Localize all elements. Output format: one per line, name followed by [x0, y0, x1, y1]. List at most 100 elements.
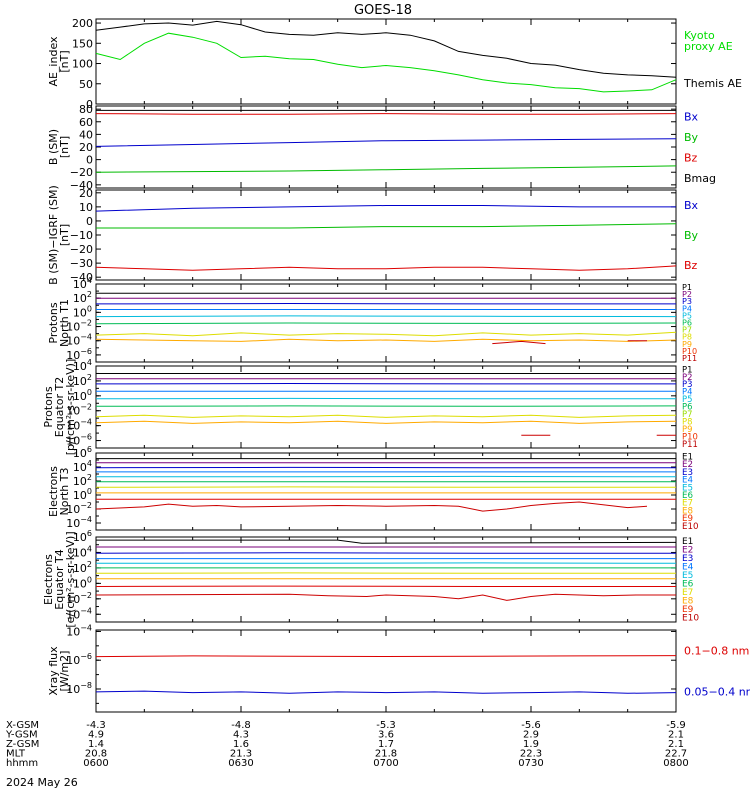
ytick-label-xray: 10−6: [66, 652, 92, 667]
ytick-label-ee: 100: [73, 575, 92, 590]
legend-xray: 0.05−0.4 nm: [684, 686, 750, 699]
ytick-label-en: 100: [73, 487, 92, 502]
ytick-label-ee: 106: [73, 529, 92, 544]
legend-pn: P8: [682, 332, 692, 342]
legend-pn: P1: [682, 282, 692, 292]
ytick-label-pn: 10−2: [66, 319, 92, 334]
ylabel-ae: AE_index: [47, 36, 60, 87]
legend-ee: E10: [682, 614, 699, 624]
ytick-label-bigrf: −30: [70, 257, 93, 270]
ytick-label-pe: 100: [73, 388, 92, 403]
ytick-label-ae: 100: [72, 58, 93, 71]
series-line-bigrf-Bz: [95, 265, 677, 271]
series-line-xray-0-1-0-8-nm: [95, 655, 677, 658]
xaxis-value: 4.3: [233, 730, 249, 741]
ylabel-bsm: [nT]: [58, 136, 71, 158]
series-line-bsm-By: [95, 165, 677, 173]
ylabel-pn: Protons: [47, 302, 60, 343]
xaxis-value: -5.9: [666, 720, 686, 731]
legend-pn: P2: [682, 289, 692, 299]
ytick-label-bigrf: −20: [70, 243, 93, 256]
legend-pe: P1: [682, 364, 692, 374]
ytick-label-bigrf: 20: [79, 187, 93, 200]
legend-pe: P6: [682, 402, 692, 412]
ytick-label-bigrf: −10: [70, 229, 93, 242]
legend-en: E8: [682, 506, 693, 516]
ylabel-en: Electrons: [47, 466, 60, 517]
legend-pe: P5: [682, 394, 692, 404]
ytick-label-pn: 102: [73, 290, 92, 305]
xaxis-value: 1.4: [88, 739, 104, 750]
ylabel-en: North T3: [58, 468, 71, 516]
xaxis-value: -5.6: [521, 720, 541, 731]
legend-bigrf: Bx: [684, 199, 699, 212]
legend-en: E4: [682, 476, 693, 486]
panel-frame-bigrf: [95, 189, 677, 281]
panel-frame-xray: [95, 629, 677, 713]
ytick-label-bsm: 60: [79, 116, 93, 129]
xaxis-row-label: MLT: [6, 749, 26, 760]
ytick-label-pn: 100: [73, 304, 92, 319]
panel-frame-bsm: [95, 105, 677, 189]
series-line-pn-P6: [95, 322, 677, 325]
ytick-label-ae: 200: [72, 17, 93, 30]
legend-en: E10: [682, 522, 699, 532]
series-line-bsm-Bx: [95, 138, 677, 147]
xaxis-value: -5.3: [376, 720, 396, 731]
legend-pn: P6: [682, 317, 692, 327]
legend-bsm: Bmag: [684, 172, 716, 185]
series-line-ee-E10: [95, 593, 676, 601]
xaxis-value: 2.1: [668, 739, 684, 750]
xaxis-row-label: Z-GSM: [6, 739, 39, 750]
ytick-label-en: 104: [73, 459, 92, 474]
ytick-label-pe: 10−4: [66, 418, 92, 433]
legend-en: E3: [682, 468, 693, 478]
ytick-label-ae: 50: [79, 78, 93, 91]
ytick-label-bsm: 20: [79, 141, 93, 154]
xaxis-value: 2.9: [523, 730, 539, 741]
ytick-label-bigrf: 0: [86, 215, 93, 228]
ylabel-bigrf: B (SM)−IGRF (SM): [47, 185, 60, 285]
legend-ee: E3: [682, 554, 693, 564]
legend-ee: E7: [682, 588, 693, 598]
legend-ee: E1: [682, 537, 693, 547]
ytick-label-en: 106: [73, 445, 92, 460]
ytick-label-ee: 10−4: [66, 606, 92, 621]
legend-ee: E9: [682, 605, 694, 615]
xaxis-row-label: Y-GSM: [5, 730, 38, 741]
ytick-label-xray: 10−8: [66, 681, 92, 696]
xaxis-value: 3.6: [378, 730, 394, 741]
ytick-label-pn: 104: [73, 276, 92, 291]
series-line-bsm-Bz: [95, 113, 677, 115]
date-label: 2024 May 26: [6, 776, 78, 789]
legend-pe: P11: [682, 439, 698, 449]
series-line-xray-0-05-0-4-nm: [95, 690, 677, 694]
xaxis-value: 0600: [83, 758, 108, 769]
xaxis-value: 22.3: [520, 749, 542, 760]
series-line-pn-P10: [492, 340, 546, 345]
ylabel-pe: Equator T2: [53, 377, 66, 437]
ytick-label-pn: 10−6: [66, 347, 92, 362]
ytick-label-bigrf: 10: [79, 201, 93, 214]
ylabel-ee: Equator T4: [53, 549, 66, 609]
legend-en: E1: [682, 453, 693, 463]
xaxis-value: 1.7: [378, 739, 394, 750]
xaxis-value: 1.6: [233, 739, 249, 750]
xaxis-value: 2.1: [668, 730, 684, 741]
series-line-pn-P7: [95, 331, 677, 337]
legend-ae: proxy AE: [684, 40, 733, 53]
legend-bsm: By: [684, 131, 699, 144]
xaxis-value: 21.8: [375, 749, 397, 760]
ytick-label-pe: 104: [73, 358, 92, 373]
legend-pe: P3: [682, 379, 692, 389]
series-line-en-E10: [95, 501, 648, 512]
legend-en: E5: [682, 483, 693, 493]
series-line-pn-P8: [95, 338, 677, 342]
xaxis-value: 0700: [373, 758, 398, 769]
ytick-label-bsm: −40: [70, 179, 93, 192]
legend-pe: P8: [682, 417, 692, 427]
series-line-bigrf-By: [96, 223, 677, 229]
xaxis-value: 0730: [518, 758, 543, 769]
ylabel-ae: [nT]: [58, 50, 71, 72]
legend-ae: Themis AE: [683, 77, 742, 90]
